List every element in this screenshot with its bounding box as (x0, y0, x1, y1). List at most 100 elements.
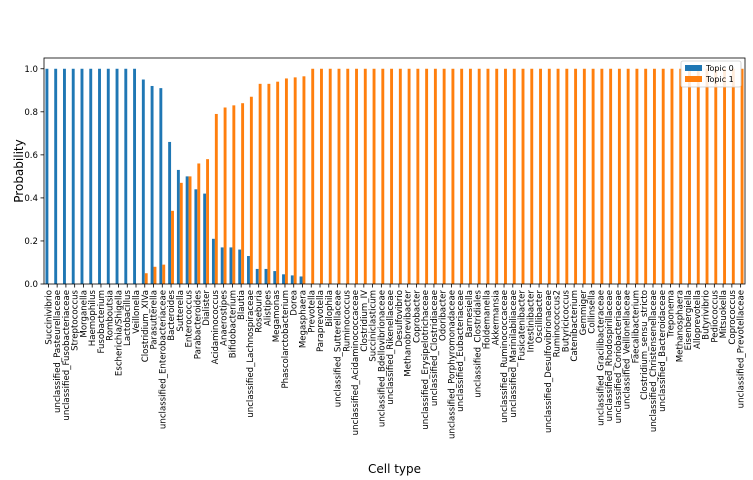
x-tick-label-veillonella: Veillonella (132, 290, 142, 334)
bar-topic-1-anaerostipes (223, 107, 227, 284)
bar-topic-1-enterococcus (188, 176, 192, 284)
bar-topic-1-paraprevotella (320, 68, 323, 284)
bar-topic-1-methanobrevibacter (407, 68, 411, 284)
bar-topic-1-megamonas (276, 81, 280, 285)
x-tick-label-dorea: Dorea (290, 290, 300, 316)
bar-topic-1-bacteroides (171, 210, 174, 284)
bar-topic-0-lactobacillus (124, 68, 128, 284)
x-tick-label-unclassified-fusobacteriaceae: unclassified_Fusobacteriaceae (62, 290, 72, 421)
x-tick-label-anaerostipes: Anaerostipes (220, 289, 230, 345)
bar-topic-0-bifidobacterium (229, 247, 233, 284)
x-tick-label-unclassified-bdellovibrionaceae: unclassified_Bdellovibrionaceae (377, 290, 387, 427)
legend-label-topic-1: Topic 1 (705, 75, 734, 84)
bar-topic-0-parasutterella (150, 85, 154, 284)
bar-topic-1-ruminococcus2 (556, 68, 560, 284)
x-tick-label-roseburia: Roseburia (255, 290, 265, 333)
bar-topic-1-unclassified-clostridiaceae (433, 68, 437, 284)
x-tick-label-alloprevotella: Alloprevotella (693, 290, 703, 349)
bar-topic-1-clostridium-iv (363, 68, 367, 284)
bar-topic-1-fusicatenibacter (521, 68, 525, 284)
x-tick-label-unclassified-rikenellaceae: unclassified_Rikenellaceae (386, 290, 396, 405)
bar-topic-0-bacteroides (168, 141, 172, 284)
bar-topic-1-collinsella (591, 68, 595, 284)
bar-topic-1-odoribacter (442, 68, 446, 284)
x-tick-label-unclassified-lachnospiraceae: unclassified_Lachnospiraceae (246, 290, 256, 418)
y-tick-label: 1.0 (24, 65, 38, 75)
bar-topic-1-faecalibacterium (635, 68, 639, 284)
x-tick-label-gemmiger: Gemmiger (579, 290, 589, 336)
bar-topic-0-blautia (238, 249, 242, 284)
bar-topic-1-phascolarctobacterium (284, 78, 288, 284)
x-tick-label-prevotella: Prevotella (307, 290, 317, 333)
plot-frame (43, 57, 746, 285)
x-tick-label-megamonas: Megamonas (272, 289, 282, 342)
x-tick-label-blautia: Blautia (237, 290, 247, 320)
bar-topic-1-succiniclasticum (372, 68, 376, 284)
x-tick-label-parasutterella: Parasutterella (150, 290, 160, 350)
x-tick-label-unclassified-acidaminococcaceae: unclassified_Acidaminococcaceae (351, 290, 361, 435)
bar-topic-0-morganella (80, 68, 84, 284)
x-tick-label-enterococcus: Enterococcus (185, 289, 195, 347)
x-tick-label-fusicatenibacter: Fusicatenibacter (518, 290, 528, 361)
x-tick-label-sutterella: Sutterella (176, 290, 186, 332)
bar-topic-0-alistipes (264, 268, 268, 284)
bar-topic-1-bifidobacterium (232, 105, 236, 284)
x-tick-label-megasphaera: Megasphaera (298, 290, 308, 348)
bar-topic-1-unclassified-coriobacteriaceae (617, 68, 621, 284)
bar-topic-1-akkermansia (495, 68, 499, 284)
x-tick-label-alistipes: Alistipes (263, 289, 273, 326)
x-tick-label-bilophila: Bilophila (325, 290, 335, 327)
bar-topic-1-unclassified-rhodospirillaceae (609, 68, 613, 284)
legend: Topic 0 Topic 1 (680, 60, 742, 88)
x-tick-label-methanosphaera: Methanosphaera (675, 290, 685, 362)
bar-topic-1-prevotella (311, 68, 315, 284)
bar-topic-0-anaerostipes (220, 247, 224, 284)
bar-topic-0-megasphaera (299, 276, 303, 284)
x-tick-label-romboutsia: Romboutsia (106, 290, 116, 341)
legend-swatch-topic-0 (685, 65, 702, 71)
y-tick-label: 0.6 (24, 151, 38, 161)
bar-topic-1-pediococcus (714, 68, 718, 284)
bar-topic-0-dialister (203, 193, 207, 284)
x-tick-label-coprobacter: Coprobacter (412, 290, 422, 343)
bar-topic-1-acidaminococcus (214, 113, 218, 285)
x-tick-label-unclassified-gracilibacteraceae: unclassified_Gracilibacteraceae (596, 290, 606, 426)
x-tick-label-eisenbergiella: Eisenbergiella (684, 290, 694, 350)
bar-topic-1-ruminococcus (346, 68, 350, 284)
bar-topic-1-unclassified-acidaminococcaceae (355, 68, 358, 284)
bar-topic-0-roseburia (255, 268, 259, 284)
bar-topic-0-sutterella (176, 169, 180, 284)
bar-topic-1-coprococcus (731, 68, 735, 284)
bar-topic-1-clostridium-xiva (144, 273, 148, 284)
x-tick-label-unclassified-ruminococcaceae: unclassified_Ruminococcaceae (500, 290, 510, 423)
x-tick-label-morganella: Morganella (79, 290, 89, 338)
x-tick-label-mitsuokella: Mitsuokella (719, 290, 729, 338)
x-tick-label-barnesiella: Barnesiella (465, 290, 475, 337)
x-tick-label-escherichia-shigella: Escherichia/Shigella (114, 290, 124, 376)
x-tick-label-intestinibacter: Intestinibacter (526, 290, 536, 353)
x-tick-label-dialister: Dialister (202, 290, 212, 326)
x-tick-label-clostridium-iv: Clostridium_IV (360, 290, 370, 352)
x-tick-label-ruminococcus2: Ruminococcus2 (553, 290, 563, 357)
bar-topic-0-veillonella (133, 68, 137, 284)
bar-topic-1-unclassified-erysipelotrichaceae (425, 68, 429, 284)
bar-topic-1-unclassified-ruminococcaceae (504, 68, 507, 284)
x-tick-label-catenibacterium: Catenibacterium (570, 290, 580, 362)
bar-topic-0-escherichia-shigella (115, 68, 119, 284)
x-tick-label-desulfovibrio: Desulfovibrio (395, 290, 405, 347)
bar-topic-1-intestinibacter (530, 68, 534, 284)
bar-topic-0-unclassified-fusobacteriaceae (63, 68, 66, 284)
x-tick-label-butyricicoccus: Butyricicoccus (561, 289, 571, 352)
bar-topic-1-roseburia (258, 83, 262, 284)
bar-topic-1-eisenbergiella (688, 68, 691, 284)
bar-topic-1-unclassified-rikenellaceae (390, 68, 394, 284)
bar-topic-1-unclassified-desulfovibrionaceae (547, 68, 551, 284)
x-tick-label-succinivibrio: Succinivibrio (44, 290, 54, 345)
bar-topic-0-phascolarctobacterium (282, 274, 285, 284)
y-axis-title: Probability (12, 139, 26, 202)
x-tick-label-unclassified-sutterellaceae: unclassified_Sutterellaceae (334, 290, 344, 407)
bar-topic-0-dorea (290, 275, 294, 284)
bar-topic-1-unclassified-marinilabiliaceae (512, 68, 516, 284)
bar-topic-1-alloprevotella (696, 68, 700, 284)
y-tick-label: 0.0 (24, 280, 38, 290)
